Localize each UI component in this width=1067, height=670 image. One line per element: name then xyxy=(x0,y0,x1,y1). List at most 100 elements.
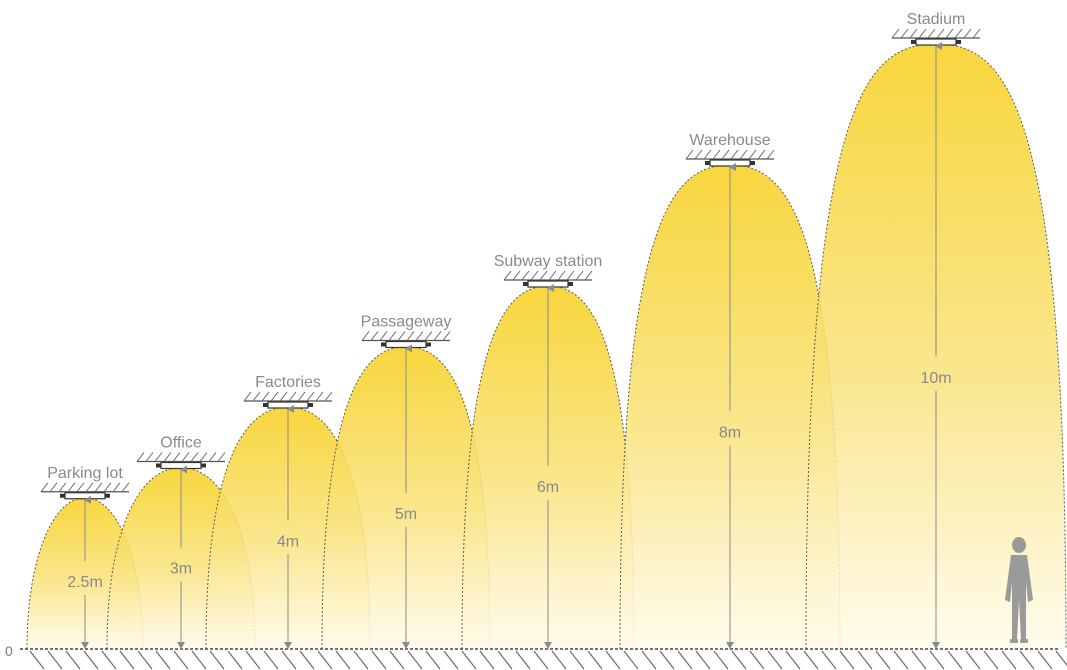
ceiling-hatch xyxy=(181,452,190,462)
height-arrow-tip xyxy=(284,642,292,649)
tube-endcap-icon xyxy=(426,342,431,347)
floor-hatch xyxy=(983,650,999,670)
tube-endcap-icon xyxy=(156,463,161,468)
floor-hatch xyxy=(1019,650,1035,670)
ceiling-hatch xyxy=(315,391,324,402)
height-arrow-tip xyxy=(544,642,552,649)
floor-hatch xyxy=(551,650,567,670)
ceiling-hatch xyxy=(712,149,721,160)
height-label: 3m xyxy=(170,561,192,578)
floor-hatch xyxy=(767,650,783,670)
floor-hatch xyxy=(875,650,891,670)
ceiling-hatch xyxy=(121,482,130,493)
ceiling-hatch xyxy=(766,149,775,160)
tube-endcap-icon xyxy=(956,40,961,44)
floor-hatch xyxy=(425,650,441,670)
venue-label: Passageway xyxy=(361,314,452,331)
floor-hatch xyxy=(389,650,405,670)
venue-label: Stadium xyxy=(907,11,966,28)
height-label: 10m xyxy=(920,370,951,387)
ceiling-hatch xyxy=(918,28,927,39)
floor-hatch xyxy=(839,650,855,670)
ceiling-hatch xyxy=(154,452,163,462)
tube-endcap-icon xyxy=(568,282,573,286)
floor-hatch xyxy=(317,650,333,670)
floor-hatch xyxy=(299,650,315,670)
ceiling-hatch xyxy=(721,149,730,160)
floor-hatch xyxy=(749,650,765,670)
ceiling-hatch xyxy=(539,270,548,281)
floor-hatch xyxy=(857,650,873,670)
ceiling-hatch xyxy=(584,270,593,281)
floor-hatch xyxy=(443,650,459,670)
floor-hatch xyxy=(497,650,513,670)
floor-hatch xyxy=(515,650,531,670)
ceiling-hatch xyxy=(748,149,757,160)
tube-endcap-icon xyxy=(705,161,710,165)
floor-hatch xyxy=(1001,650,1017,670)
floor-hatch xyxy=(929,650,945,670)
ceiling-hatch xyxy=(112,482,121,493)
floor-hatch xyxy=(731,650,747,670)
ceiling-hatch xyxy=(963,28,972,39)
floor-hatch xyxy=(47,650,63,670)
tube-endcap-icon xyxy=(523,282,528,286)
floor xyxy=(20,648,1067,670)
ceiling-hatch xyxy=(730,149,739,160)
ceiling-hatch xyxy=(252,391,261,402)
tube-endcap-icon xyxy=(308,403,313,407)
floor-hatch xyxy=(335,650,351,670)
floor-hatch xyxy=(65,650,81,670)
light-beams xyxy=(26,43,1067,650)
floor-hatch xyxy=(947,650,963,670)
ceiling-hatch xyxy=(297,391,306,402)
height-arrow-tip xyxy=(932,642,940,649)
ceiling-hatch xyxy=(243,391,252,402)
floor-hatch xyxy=(479,650,495,670)
ceiling-hatch xyxy=(442,331,451,341)
ceiling-hatch xyxy=(694,149,703,160)
floor-hatch xyxy=(407,650,423,670)
ceiling-hatch xyxy=(936,28,945,39)
venue-label: Warehouse xyxy=(689,132,770,149)
floor-hatch xyxy=(605,650,621,670)
venue-label: Subway station xyxy=(494,253,603,270)
floor-hatch xyxy=(227,650,243,670)
floor-hatch xyxy=(659,650,675,670)
ceiling-hatch xyxy=(199,452,208,462)
ceiling-hatch xyxy=(397,331,406,341)
ceiling-hatch xyxy=(512,270,521,281)
ceiling-hatch xyxy=(530,270,539,281)
ceiling-hatch xyxy=(891,28,900,39)
floor-hatch xyxy=(713,650,729,670)
height-arrow-tip xyxy=(726,642,734,649)
ceiling-hatch xyxy=(103,482,112,493)
ceiling-hatch xyxy=(548,270,557,281)
ceiling-hatch xyxy=(503,270,512,281)
floor-hatch xyxy=(1055,650,1067,667)
floor-hatch xyxy=(371,650,387,670)
venue-label: Parking lot xyxy=(47,465,123,482)
labels: 2.5m Parking lot 3m Office 4m Factories 5m Pass… xyxy=(47,11,965,649)
ceiling-hatch xyxy=(954,28,963,39)
ceiling-hatch xyxy=(900,28,909,39)
floor-hatch xyxy=(695,650,711,670)
ceiling-hatch xyxy=(67,482,76,493)
venue-label: Factories xyxy=(255,374,321,391)
ceiling-hatch xyxy=(739,149,748,160)
ceiling-hatch xyxy=(85,482,94,493)
floor-hatch xyxy=(893,650,909,670)
tube-light-icon xyxy=(160,461,202,470)
ceiling-hatch xyxy=(685,149,694,160)
floor-hatch xyxy=(677,650,693,670)
ceiling-hatch xyxy=(433,331,442,341)
beam-outline xyxy=(461,285,635,650)
height-label: 8m xyxy=(719,424,741,441)
floor-hatch xyxy=(119,650,135,670)
ceiling-hatch xyxy=(40,482,49,493)
height-arrow-tip xyxy=(177,642,185,649)
ceiling-hatch xyxy=(94,482,103,493)
tube-light-icon xyxy=(915,38,957,46)
tube-light-icon xyxy=(385,340,427,349)
